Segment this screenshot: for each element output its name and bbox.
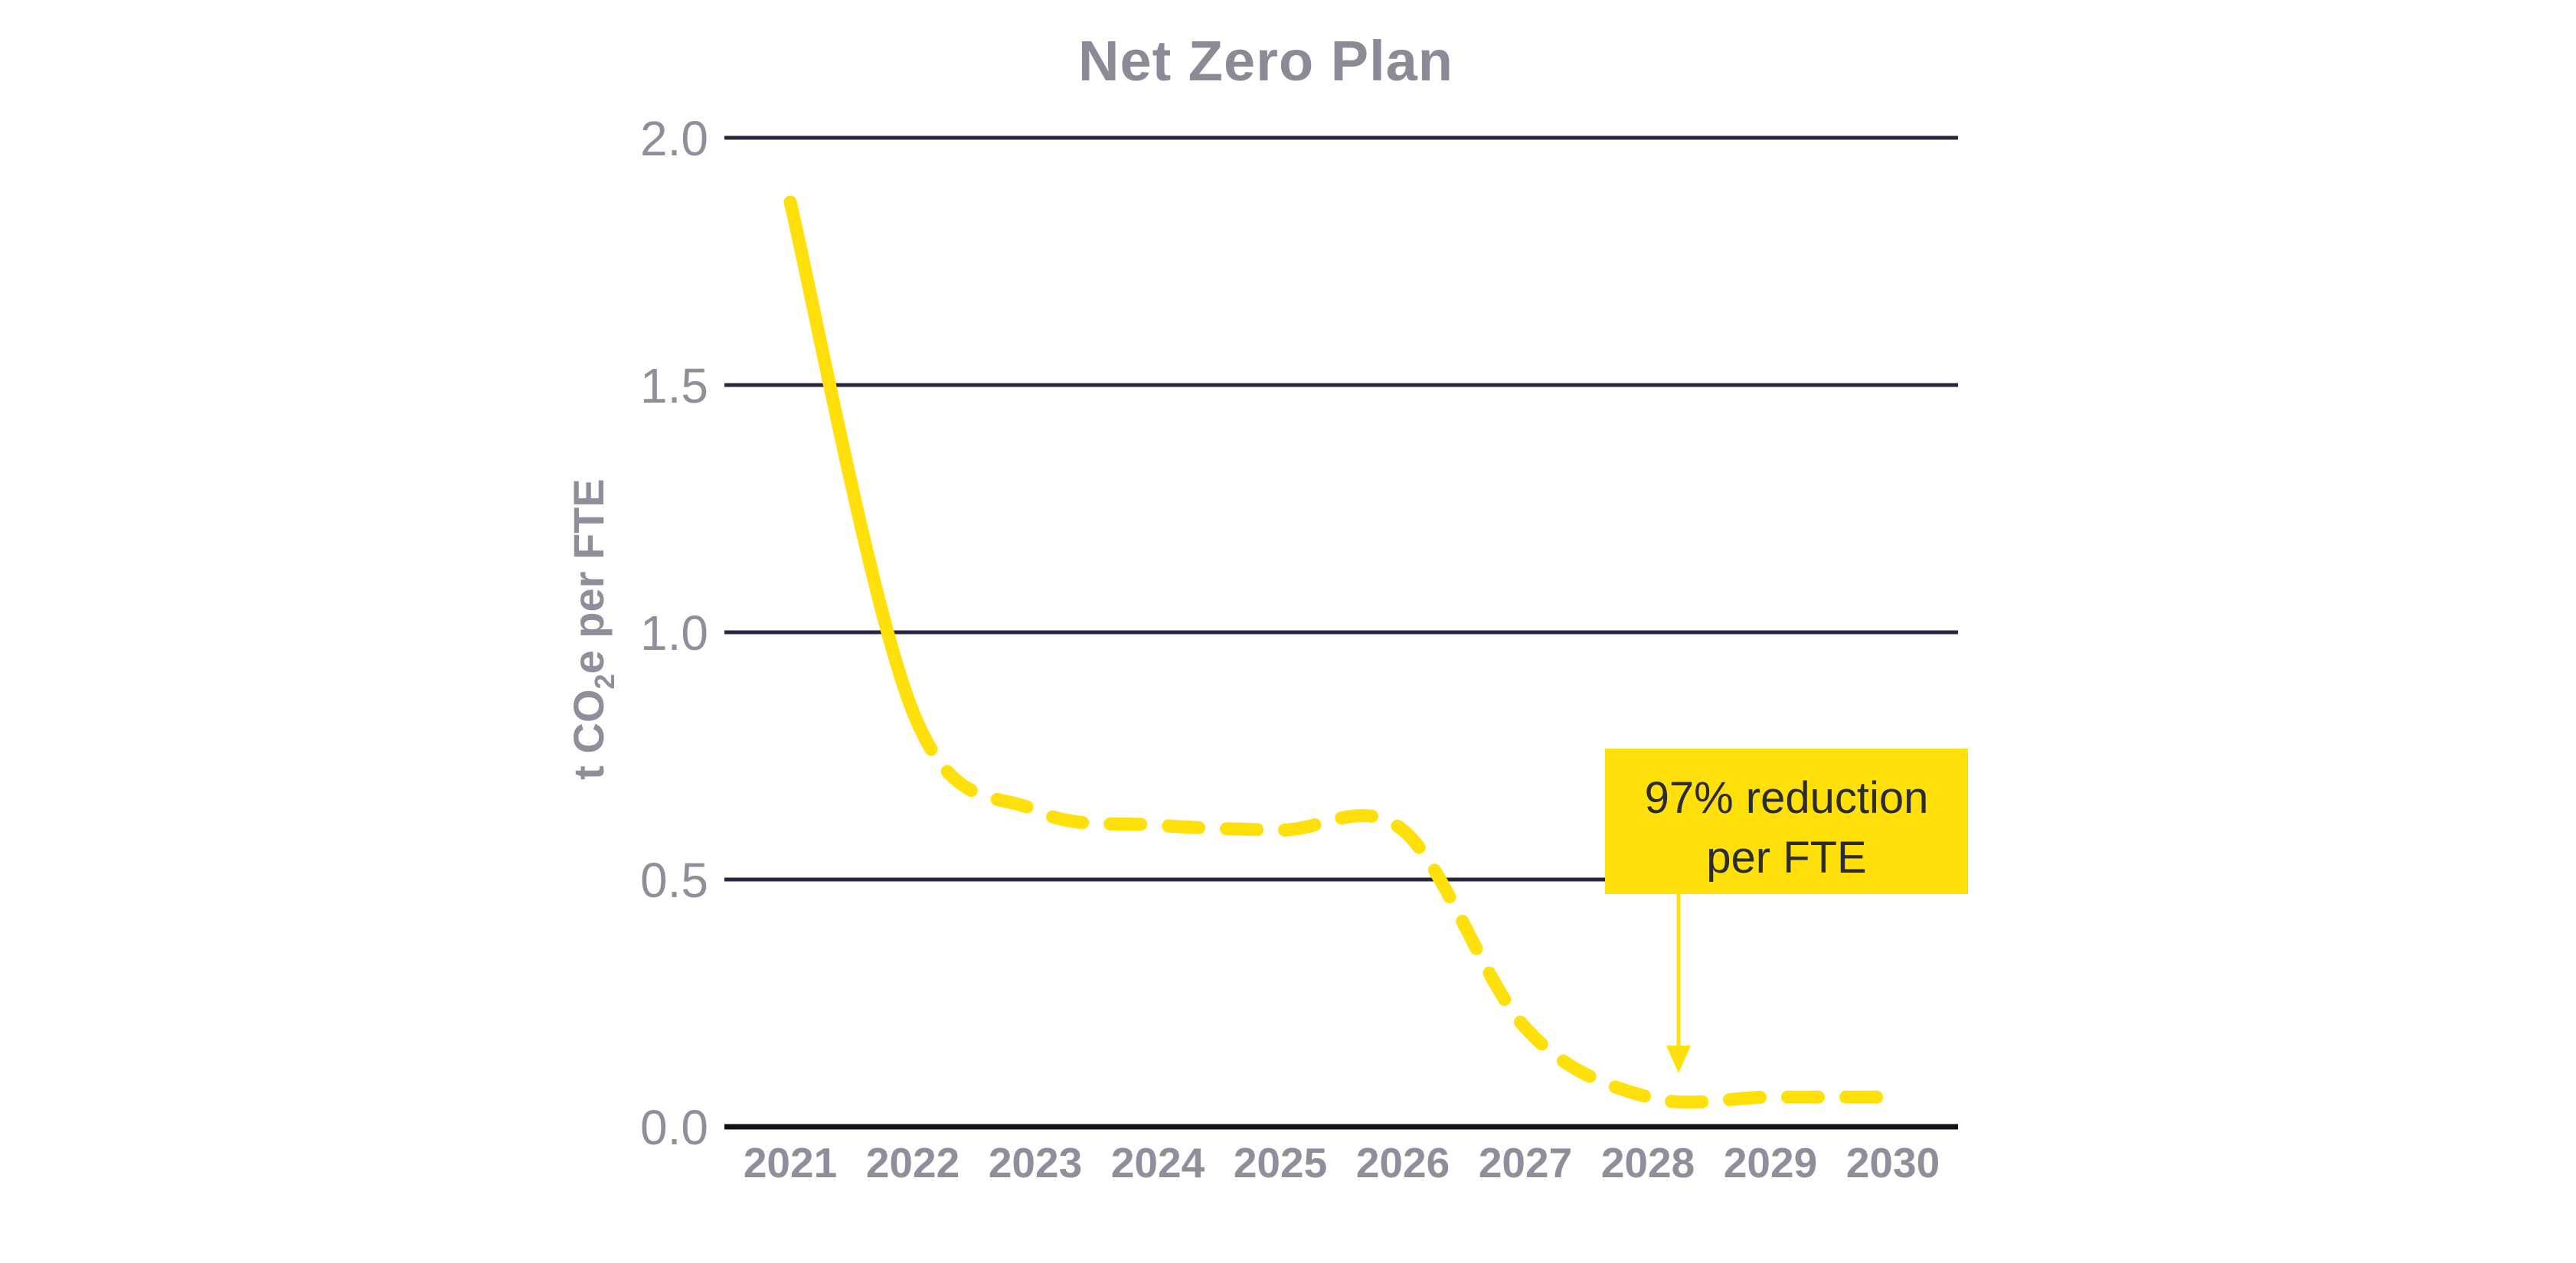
- emissions-line-solid: [783, 195, 920, 718]
- annotation-arrow-head: [1666, 1046, 1691, 1073]
- y-tick-label: 0.5: [640, 853, 708, 908]
- annotation-text-line2: per FTE: [1706, 833, 1867, 883]
- x-tick-label: 2021: [744, 1139, 837, 1186]
- x-tick-label: 2027: [1479, 1139, 1572, 1186]
- x-tick-label: 2023: [989, 1139, 1082, 1186]
- y-axis-title: t CO2e per FTE: [564, 478, 620, 779]
- annotation-callout: 97% reduction per FTE: [1605, 749, 1968, 1073]
- emissions-line-dashed: [906, 704, 1900, 1109]
- annotation-box: [1605, 749, 1968, 894]
- x-tick-label: 2028: [1601, 1139, 1695, 1186]
- x-tick-label: 2030: [1846, 1139, 1940, 1186]
- chart-title: Net Zero Plan: [1078, 29, 1453, 93]
- x-tick-label: 2025: [1234, 1139, 1327, 1186]
- y-axis-title-subscript: 2: [589, 674, 620, 689]
- x-tick-labels: 2021 2022 2023 2024 2025 2026 2027 2028 2029 2030: [744, 1139, 1940, 1186]
- x-tick-label: 2024: [1111, 1139, 1205, 1186]
- x-tick-label: 2022: [866, 1139, 959, 1186]
- y-tick-labels: 0.0 0.5 1.0 1.5 2.0: [640, 111, 708, 1155]
- y-axis-title-post: e per FTE: [564, 478, 613, 674]
- y-tick-label: 0.0: [640, 1100, 708, 1155]
- x-tick-label: 2029: [1724, 1139, 1817, 1186]
- y-tick-label: 1.5: [640, 358, 708, 413]
- y-tick-label: 1.0: [640, 605, 708, 661]
- gridlines: [724, 135, 1958, 1130]
- annotation-text-line1: 97% reduction: [1645, 773, 1929, 823]
- x-tick-label: 2026: [1356, 1139, 1450, 1186]
- y-axis-title-pre: t CO: [564, 689, 613, 779]
- y-tick-label: 2.0: [640, 111, 708, 166]
